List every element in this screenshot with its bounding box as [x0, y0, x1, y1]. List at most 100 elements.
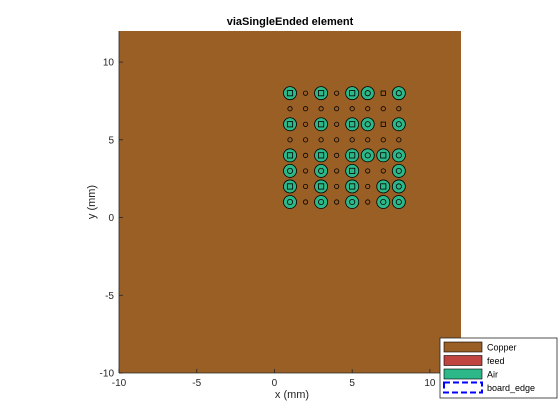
via-drill-circle	[380, 106, 386, 112]
via	[391, 148, 406, 163]
y-tick-label: -5	[105, 291, 114, 302]
via-antipad	[376, 195, 391, 209]
via-drill-circle	[334, 183, 340, 190]
via	[314, 86, 329, 101]
via-antipad	[314, 117, 329, 132]
via-drill-circle	[334, 121, 340, 127]
via	[349, 106, 355, 112]
legend-swatch-feed	[443, 355, 483, 366]
via	[345, 86, 360, 101]
via-drill-square	[380, 121, 386, 127]
via-antipad	[345, 195, 360, 209]
y-tick-label: 0	[108, 213, 114, 224]
via-antipad	[283, 117, 297, 132]
via-pad-circle	[318, 167, 325, 174]
via	[380, 90, 386, 96]
via-drill-circle	[302, 183, 309, 190]
via	[334, 90, 340, 96]
x-tick-label: -5	[192, 378, 201, 389]
via-drill-circle	[365, 183, 371, 190]
y-tick-label: 10	[103, 58, 115, 69]
via-drill-circle	[396, 106, 402, 112]
legend: Copper feed Air board_edge	[439, 337, 558, 399]
via	[334, 183, 340, 190]
via-pad-circle	[286, 198, 294, 206]
via-drill-circle	[318, 137, 324, 143]
via-antipad	[360, 148, 375, 163]
via-antipad	[283, 86, 297, 101]
via	[380, 137, 386, 143]
via-antipad	[283, 179, 297, 194]
via-drill-circle	[349, 106, 355, 112]
via	[376, 148, 391, 163]
x-tick-label: 5	[349, 378, 355, 389]
via-antipad	[345, 148, 360, 163]
via-antipad	[391, 163, 406, 178]
via	[302, 183, 309, 190]
via-pad-circle	[395, 90, 402, 97]
chart-title: viaSingleEnded element	[227, 16, 354, 28]
via-pad-circle	[395, 152, 402, 159]
y-tick-label: -10	[100, 369, 115, 380]
via-pad-circle	[364, 121, 371, 128]
via-drill-circle	[365, 199, 371, 205]
via-drill-circle	[287, 137, 293, 143]
via-pad-square	[286, 90, 294, 97]
via-antipad	[314, 163, 329, 178]
via	[365, 106, 371, 112]
via-antipad	[345, 179, 360, 194]
x-tick-label: 10	[424, 378, 436, 389]
via-drill-circle	[302, 199, 309, 205]
via-antipad	[314, 195, 329, 209]
via-pad-circle	[318, 198, 325, 206]
via-antipad	[283, 148, 297, 163]
via	[376, 179, 391, 194]
via	[302, 121, 309, 127]
via-drill-circle	[334, 199, 340, 205]
via-drill-circle	[365, 168, 371, 174]
via-pad-square	[349, 167, 356, 174]
via	[349, 137, 355, 143]
legend-label: Air	[487, 370, 498, 380]
legend-swatch-air	[443, 368, 483, 380]
via	[396, 106, 402, 112]
via	[283, 195, 297, 209]
via-pad-circle	[349, 198, 356, 206]
via-antipad	[283, 195, 297, 209]
via-drill-circle	[380, 137, 386, 143]
via	[365, 199, 371, 205]
via-pad-square	[318, 183, 325, 190]
y-axis-label: y (mm)	[86, 185, 98, 219]
legend-swatch-board-edge	[443, 381, 483, 394]
via-pad-square	[318, 152, 325, 159]
y-tick-label: 5	[108, 135, 114, 146]
legend-label: Copper	[487, 343, 517, 353]
axes: -10 -5 0 5 10 10 5 0 -5 -10	[100, 31, 461, 389]
via	[345, 163, 360, 178]
via	[380, 168, 386, 174]
via	[302, 106, 309, 112]
via-pad-square	[286, 183, 294, 190]
via-antipad	[360, 117, 375, 132]
via	[391, 163, 406, 178]
via	[360, 86, 375, 101]
via	[283, 179, 297, 194]
via-antipad	[345, 163, 360, 178]
via	[314, 117, 329, 132]
via	[283, 86, 297, 101]
via	[345, 117, 360, 132]
via-drill-circle	[380, 168, 386, 174]
via	[376, 195, 391, 209]
via	[314, 148, 329, 163]
via	[334, 121, 340, 127]
via-drill-circle	[365, 106, 371, 112]
via	[345, 195, 360, 209]
via-drill-circle	[334, 152, 340, 158]
via-antipad	[314, 86, 329, 101]
via-pad-circle	[364, 90, 371, 97]
via-antipad	[391, 179, 406, 194]
via	[287, 137, 293, 143]
via-pad-square	[349, 152, 356, 159]
x-axis-label: x (mm)	[275, 389, 309, 401]
